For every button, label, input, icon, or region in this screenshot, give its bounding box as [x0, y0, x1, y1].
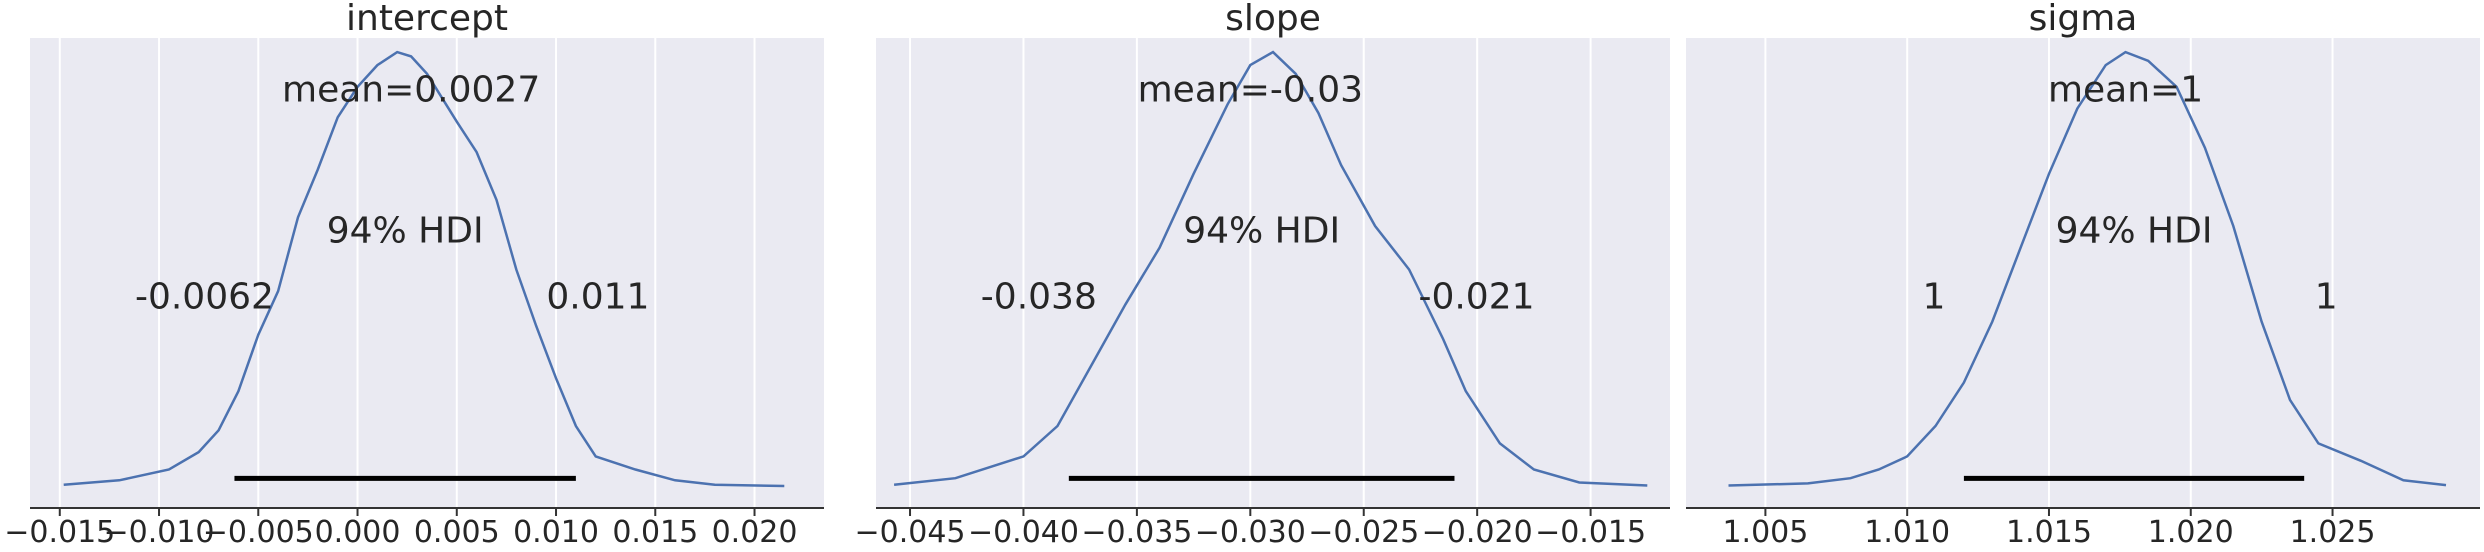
x-tick-label: 0.015	[612, 515, 698, 550]
panel-background	[876, 38, 1670, 508]
hdi-label: 94% HDI	[1183, 210, 1340, 251]
panel-title: sigma	[2029, 0, 2138, 39]
x-tick-label: −0.040	[968, 515, 1079, 550]
hdi-label: 94% HDI	[327, 210, 484, 251]
hdi-low-label: -0.0062	[135, 276, 274, 317]
hdi-label: 94% HDI	[2056, 210, 2213, 251]
x-tick-label: 1.010	[1864, 515, 1950, 550]
x-tick-label: −0.010	[104, 515, 215, 550]
x-tick-label: −0.015	[1535, 515, 1646, 550]
hdi-high-label: 1	[2315, 276, 2338, 317]
x-tick-label: −0.045	[855, 515, 966, 550]
hdi-high-label: 0.011	[546, 276, 649, 317]
panel-title: slope	[1225, 0, 1321, 39]
x-tick-label: −0.030	[1195, 515, 1306, 550]
x-tick-label: −0.020	[1422, 515, 1533, 550]
x-tick-label: −0.005	[203, 515, 314, 550]
panel-background	[1686, 38, 2480, 508]
mean-label: mean=-0.03	[1138, 69, 1363, 110]
x-tick-label: 0.000	[315, 515, 401, 550]
x-tick-label: 0.010	[513, 515, 599, 550]
mean-label: mean=0.0027	[282, 69, 540, 110]
x-tick-label: −0.035	[1081, 515, 1192, 550]
kde-line	[893, 50, 1648, 487]
panel-slope: −0.045 −0.040 −0.035 −0.030 −0.025 −0.020 −0.0…	[855, 0, 1670, 550]
x-tick-label: 1.020	[2148, 515, 2234, 550]
x-tick-label: −0.015	[4, 515, 115, 550]
kde-line	[1728, 50, 2447, 487]
x-tick-label: 1.005	[1722, 515, 1808, 550]
panel-intercept: −0.015−0.010−0.005 0.000 0.005 0.010 0.015 0.…	[4, 0, 824, 550]
x-tick-label: 1.025	[2290, 515, 2376, 550]
panel-background	[30, 38, 824, 508]
x-tick-label: 1.015	[2006, 515, 2092, 550]
x-tick-label: −0.025	[1308, 515, 1419, 550]
x-tick-label: 0.005	[414, 515, 500, 550]
hdi-low-label: 1	[1922, 276, 1945, 317]
panel-title: intercept	[346, 0, 508, 39]
panel-sigma: 1.005 1.010 1.015 1.020 1.025 sigma mean=1 94% …	[1686, 0, 2480, 550]
hdi-low-label: -0.038	[981, 276, 1097, 317]
kde-line	[63, 50, 785, 488]
hdi-high-label: -0.021	[1418, 276, 1534, 317]
mean-label: mean=1	[2048, 69, 2203, 110]
x-tick-label: 0.020	[712, 515, 798, 550]
